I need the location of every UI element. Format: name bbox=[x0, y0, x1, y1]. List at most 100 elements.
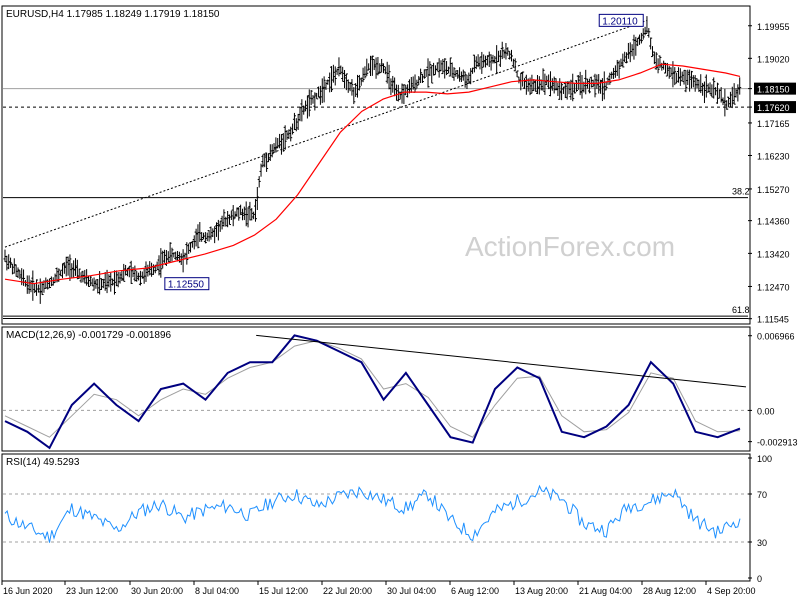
price-bar bbox=[389, 78, 393, 96]
price-bar bbox=[335, 68, 339, 75]
price-bar bbox=[725, 100, 729, 110]
price-bar bbox=[341, 66, 345, 82]
macd-tick-label: 0.00 bbox=[757, 406, 775, 416]
price-bar bbox=[92, 277, 96, 291]
price-bar bbox=[472, 54, 476, 73]
price-bar bbox=[40, 281, 44, 296]
price-bar bbox=[343, 69, 347, 89]
price-bar bbox=[719, 87, 723, 103]
price-bar bbox=[270, 144, 274, 158]
rsi-tick-label: 30 bbox=[757, 538, 767, 548]
price-bar bbox=[36, 284, 40, 293]
price-bar bbox=[489, 54, 493, 71]
watermark: ActionForex.com bbox=[465, 231, 675, 262]
price-bar bbox=[35, 279, 39, 296]
price-bar bbox=[18, 270, 22, 280]
price-bar bbox=[630, 44, 634, 57]
price-bar bbox=[203, 232, 207, 244]
price-bar bbox=[530, 74, 534, 94]
price-bar bbox=[86, 275, 90, 287]
price-bar bbox=[539, 79, 543, 91]
price-bar bbox=[250, 208, 254, 221]
price-moving-average bbox=[4, 63, 741, 285]
price-bar bbox=[246, 207, 250, 228]
price-bar bbox=[738, 77, 742, 95]
price-bar bbox=[357, 74, 361, 91]
price-bar bbox=[320, 78, 324, 104]
price-bar bbox=[617, 60, 621, 79]
price-bar bbox=[220, 215, 224, 230]
macd-tick-label: -0.002913 bbox=[757, 438, 798, 448]
price-bar bbox=[279, 134, 283, 155]
price-bar bbox=[122, 263, 126, 282]
price-bar bbox=[380, 58, 384, 73]
price-bar bbox=[25, 275, 29, 294]
price-bar bbox=[495, 45, 499, 74]
price-bar bbox=[374, 57, 378, 79]
price-bar bbox=[699, 74, 703, 94]
price-bar bbox=[667, 65, 671, 79]
price-bar bbox=[522, 78, 526, 89]
low-label: 1.12550 bbox=[168, 280, 205, 291]
price-bar bbox=[461, 69, 465, 81]
price-bar bbox=[391, 75, 395, 93]
price-bar bbox=[497, 50, 501, 63]
price-bar bbox=[272, 143, 276, 154]
price-bar bbox=[728, 91, 732, 108]
price-bar bbox=[359, 77, 363, 86]
rsi-tick-label: 100 bbox=[757, 454, 772, 464]
price-bar bbox=[59, 270, 63, 277]
price-bar bbox=[289, 126, 293, 142]
price-bar bbox=[556, 82, 560, 97]
price-bar bbox=[137, 272, 141, 281]
price-bar bbox=[463, 71, 467, 88]
price-panel-title: EURUSD,H4 1.17985 1.18249 1.17919 1.1815… bbox=[6, 9, 220, 20]
price-bar bbox=[278, 133, 282, 149]
price-bar bbox=[730, 86, 734, 109]
price-bar bbox=[584, 69, 588, 95]
price-bar bbox=[248, 201, 252, 221]
price-bar bbox=[435, 62, 439, 72]
price-current-box bbox=[754, 101, 796, 114]
time-tick-label: 30 Jul 04:00 bbox=[387, 586, 436, 596]
price-tick-label: 1.19020 bbox=[757, 54, 790, 64]
price-bar bbox=[226, 210, 230, 228]
time-tick-label: 4 Sep 20:00 bbox=[707, 586, 756, 596]
price-bar bbox=[702, 81, 706, 104]
price-bar bbox=[111, 278, 115, 286]
price-bar bbox=[393, 77, 397, 97]
price-bar bbox=[450, 62, 454, 78]
price-bar bbox=[513, 58, 517, 72]
price-bar bbox=[192, 235, 196, 250]
price-bar bbox=[116, 272, 120, 288]
price-bar bbox=[678, 68, 682, 86]
price-bar bbox=[231, 205, 235, 227]
price-bar bbox=[563, 81, 567, 99]
price-bar bbox=[161, 250, 165, 269]
price-bar bbox=[218, 220, 222, 232]
price-bar bbox=[72, 260, 76, 278]
price-bar bbox=[356, 74, 360, 98]
price-bar bbox=[647, 28, 651, 38]
price-bar bbox=[120, 270, 124, 282]
price-bar bbox=[452, 67, 456, 81]
price-bar bbox=[673, 67, 677, 86]
price-bar bbox=[185, 242, 189, 265]
price-bar bbox=[487, 51, 491, 67]
price-tick-label: 1.14360 bbox=[757, 217, 790, 227]
price-bar bbox=[639, 32, 643, 44]
price-bar bbox=[535, 75, 539, 95]
price-bar bbox=[14, 264, 18, 277]
price-bar bbox=[3, 249, 7, 262]
fib-61-label: 61.8 bbox=[732, 305, 750, 315]
price-bar bbox=[387, 64, 391, 90]
price-bar bbox=[695, 78, 699, 89]
price-tick-label: 1.11545 bbox=[757, 315, 789, 325]
price-bar bbox=[292, 112, 296, 131]
rsi-panel-title: RSI(14) 49.5293 bbox=[6, 457, 80, 468]
price-bar bbox=[669, 67, 673, 77]
price-bar bbox=[281, 133, 285, 152]
price-bar bbox=[309, 90, 313, 106]
price-bar bbox=[396, 84, 400, 102]
price-bar bbox=[574, 80, 578, 92]
